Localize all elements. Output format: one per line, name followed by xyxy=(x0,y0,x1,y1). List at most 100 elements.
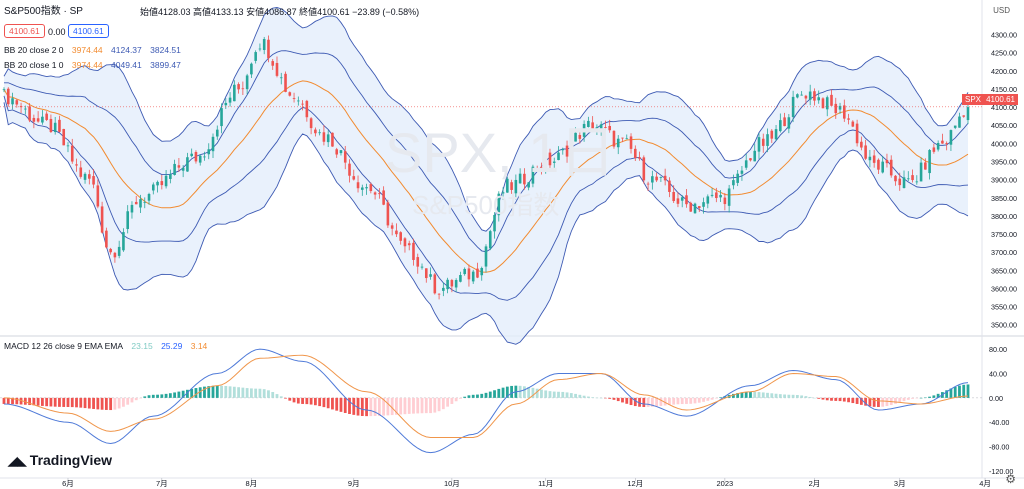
candle xyxy=(770,130,774,139)
macd-histogram-bar xyxy=(267,390,270,398)
candle xyxy=(574,132,577,142)
candle xyxy=(348,163,351,176)
legend-bb2[interactable]: BB 20 close 2 0 3974.44 4124.37 3824.51 xyxy=(4,45,187,55)
gear-icon[interactable]: ⚙ xyxy=(1005,472,1016,486)
candle xyxy=(565,145,569,157)
candle xyxy=(697,206,701,208)
tradingview-logo[interactable]: ◢◣ TradingView xyxy=(8,452,113,468)
macd-histogram-bar xyxy=(258,388,262,398)
candle xyxy=(190,153,193,157)
macd-histogram-bar xyxy=(604,397,607,399)
candle xyxy=(889,159,893,176)
sell-price-badge[interactable]: 4100.61 xyxy=(4,24,45,38)
candle xyxy=(693,203,697,214)
candle xyxy=(608,126,611,131)
candle xyxy=(305,100,309,118)
macd-histogram-bar xyxy=(156,394,159,398)
candle xyxy=(117,246,121,256)
legend-bb1-mid: 3974.44 xyxy=(71,60,103,70)
candle xyxy=(642,157,646,181)
macd-histogram-bar xyxy=(697,397,701,403)
candle xyxy=(151,184,155,191)
candle xyxy=(322,132,326,142)
candle xyxy=(821,98,825,109)
candle xyxy=(740,170,744,174)
price-tick-label: 3850.00 xyxy=(991,194,1017,203)
macd-histogram-bar xyxy=(710,397,714,400)
buy-price-badge[interactable]: 4100.61 xyxy=(68,24,109,38)
candle xyxy=(279,77,283,79)
candle xyxy=(655,176,658,181)
candle xyxy=(105,230,108,248)
macd-line xyxy=(3,348,969,454)
candle xyxy=(702,202,705,207)
candle xyxy=(851,121,855,127)
bb-lower-2 xyxy=(3,102,969,345)
macd-histogram-bar xyxy=(228,386,232,398)
legend-bb1[interactable]: BB 20 close 1 0 3974.44 4049.41 3899.47 xyxy=(4,60,187,70)
time-tick-label: 4月 xyxy=(979,479,991,488)
candle xyxy=(15,100,19,105)
candle xyxy=(309,118,313,129)
macd-histogram-bar xyxy=(510,385,513,398)
candle xyxy=(834,103,838,114)
macd-histogram-bar xyxy=(198,387,202,398)
symbol-title[interactable]: S&P500指数 · SP xyxy=(4,6,83,17)
macd-histogram-bar xyxy=(851,397,855,404)
macd-histogram-bar xyxy=(382,397,386,416)
macd-histogram-bar xyxy=(650,397,654,407)
macd-histogram-bar xyxy=(360,397,364,416)
candle xyxy=(919,162,923,182)
legend-macd[interactable]: MACD 12 26 close 9 EMA EMA 23.15 25.29 3… xyxy=(4,341,213,351)
macd-histogram-bar xyxy=(621,397,624,403)
macd-histogram-bar xyxy=(215,385,219,398)
candle xyxy=(570,142,573,154)
macd-histogram-bar xyxy=(778,394,782,398)
candle xyxy=(915,181,919,183)
time-tick-label: 6月 xyxy=(62,479,74,488)
candle xyxy=(88,174,91,179)
candle xyxy=(463,268,466,275)
macd-histogram-bar xyxy=(522,386,526,398)
macd-histogram-bar xyxy=(301,397,304,404)
macd-histogram-bar xyxy=(591,397,595,398)
currency-label[interactable]: USD xyxy=(993,6,1010,15)
candle xyxy=(382,190,385,205)
macd-histogram-bar xyxy=(348,397,351,414)
macd-histogram-bar xyxy=(471,394,475,398)
macd-histogram-bar xyxy=(505,386,509,398)
macd-histogram-bar xyxy=(32,397,36,406)
macd-histogram-bar xyxy=(309,397,313,405)
candle xyxy=(825,97,829,110)
macd-histogram-bar xyxy=(586,396,590,398)
candle xyxy=(241,88,245,90)
macd-histogram-bar xyxy=(680,397,684,405)
candle xyxy=(160,181,164,186)
macd-histogram-bar xyxy=(220,385,223,398)
macd-histogram-bar xyxy=(800,395,804,398)
macd-histogram-bar xyxy=(6,397,10,404)
macd-histogram-bar xyxy=(894,397,897,404)
macd-histogram-bar xyxy=(497,388,501,398)
macd-tick-label: 80.00 xyxy=(989,345,1007,354)
macd-histogram-bar xyxy=(126,397,130,405)
macd-histogram-bar xyxy=(390,397,394,416)
candle xyxy=(732,180,735,186)
candle xyxy=(49,118,53,132)
price-tick-label: 3650.00 xyxy=(991,266,1017,275)
macd-tick-label: 40.00 xyxy=(989,370,1007,379)
candle xyxy=(2,89,6,91)
macd-histogram-bar xyxy=(949,388,953,398)
macd-histogram-bar xyxy=(429,397,432,414)
candle xyxy=(548,152,552,166)
candle xyxy=(830,94,833,106)
candle xyxy=(403,238,407,247)
candle xyxy=(122,232,125,251)
candle xyxy=(28,106,31,121)
candle xyxy=(446,279,449,290)
price-tick-label: 4200.00 xyxy=(991,67,1017,76)
price-tick-label: 3500.00 xyxy=(991,321,1017,330)
candle xyxy=(450,280,454,287)
macd-histogram-bar xyxy=(616,397,620,402)
